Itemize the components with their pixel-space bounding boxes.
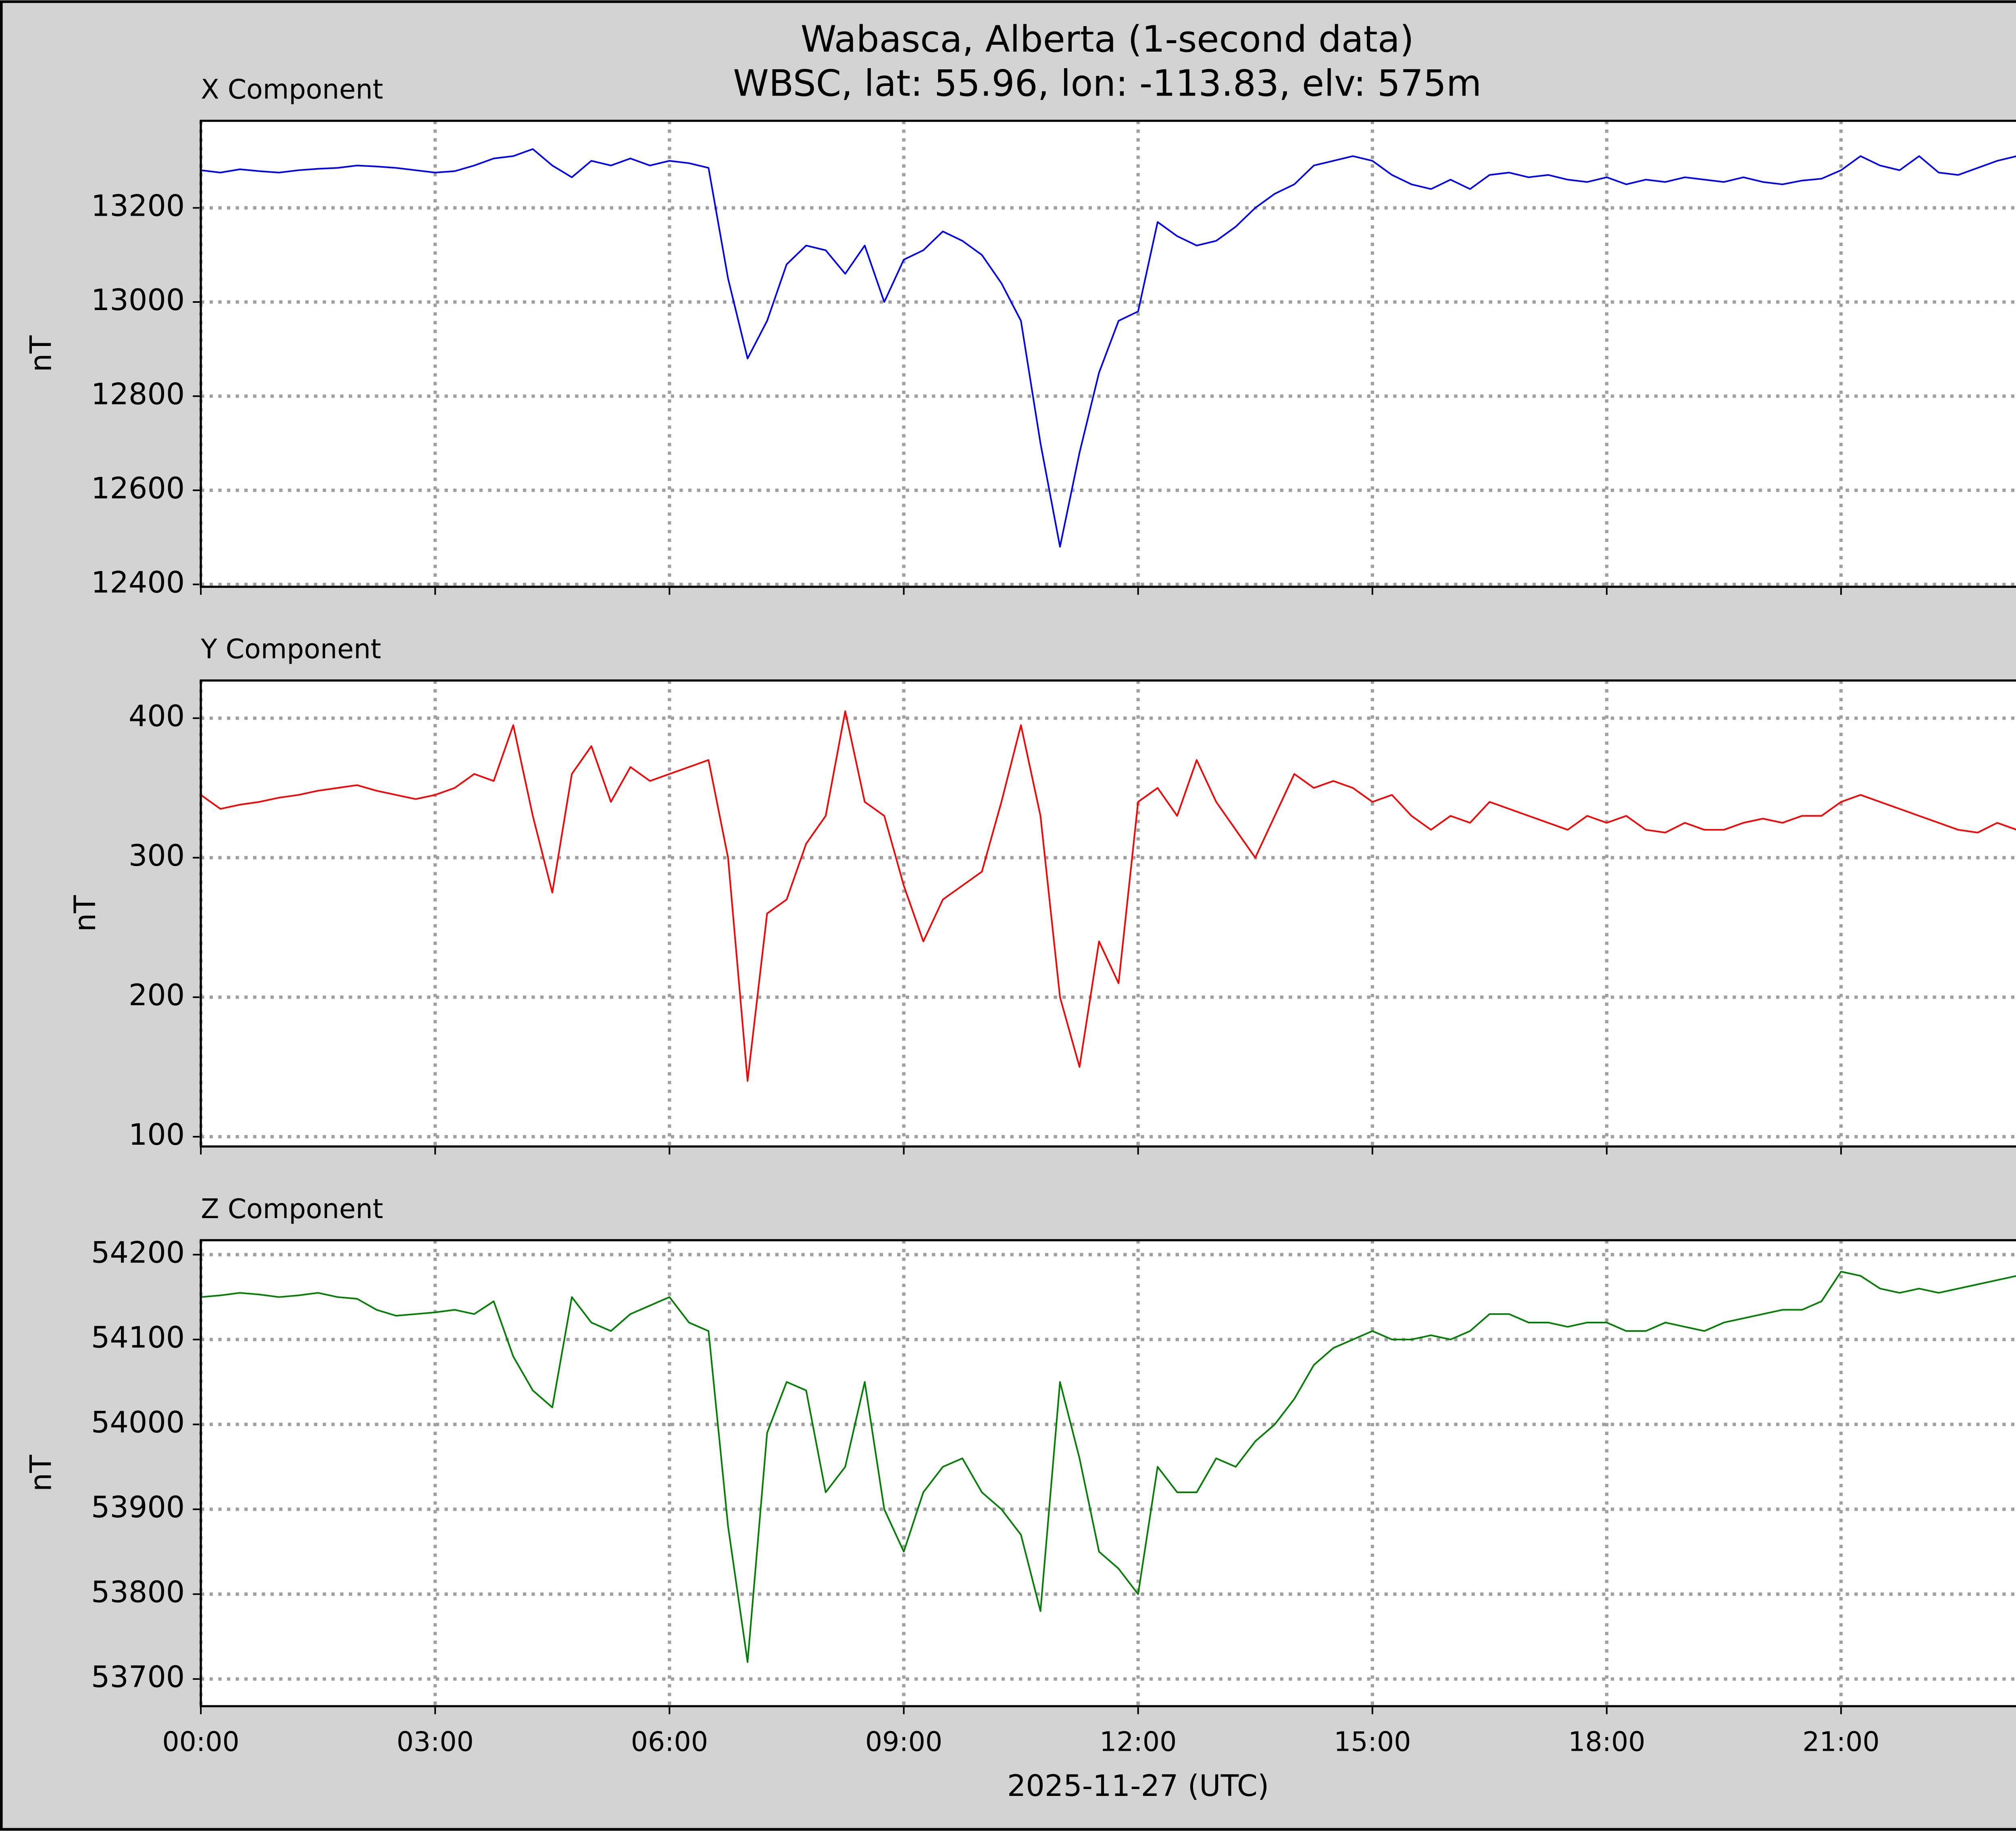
y-tick-label: 400 [129,699,185,733]
y-tick-label: 54000 [91,1406,185,1440]
x-tick-label: 21:00 [1802,1726,1879,1757]
plot-area [201,680,2016,1147]
data-line [200,1271,2016,1663]
y-tick-label: 54100 [91,1321,185,1355]
y-tick-label: 53700 [91,1660,185,1694]
x-tick-label: 12:00 [1100,1726,1177,1757]
plot-frame [200,1239,2016,1708]
plot-frame [200,679,2016,1148]
panel-title: X Component [201,74,383,105]
y-tick-label: 100 [129,1118,185,1152]
figure-title: Wabasca, Alberta (1-second data) [801,19,1414,60]
y-tick-label: 12800 [91,377,185,412]
y-axis-label: nT [24,335,58,372]
plot-area [201,1240,2016,1706]
plot-area [201,121,2016,587]
figure-subtitle: WBSC, lat: 55.96, lon: -113.83, elv: 575… [733,63,1481,105]
x-tick-label: 09:00 [865,1726,942,1757]
x-axis-label: 2025-11-27 (UTC) [1007,1769,1269,1803]
y-tick-label: 13000 [91,283,185,317]
x-tick-label: 06:00 [631,1726,708,1757]
x-tick-label: 03:00 [397,1726,474,1757]
y-tick-label: 13200 [91,189,185,223]
y-tick-label: 54200 [91,1236,185,1270]
y-tick-label: 12600 [91,471,185,506]
y-axis-label: nT [68,895,102,932]
y-tick-label: 53900 [91,1490,185,1525]
x-tick-label: 15:00 [1334,1726,1411,1757]
data-line [200,148,2016,548]
panel-title: Y Component [200,633,381,665]
y-tick-label: 200 [129,978,185,1012]
plot-frame [200,119,2016,588]
x-tick-label: 00:00 [162,1726,239,1757]
y-tick-label: 12400 [91,565,185,600]
y-axis-label: nT [24,1455,58,1491]
data-line [200,710,2016,1082]
y-tick-label: 53800 [91,1575,185,1610]
panel-title: Z Component [201,1193,383,1225]
x-tick-label: 18:00 [1568,1726,1645,1757]
y-tick-label: 300 [129,839,185,873]
